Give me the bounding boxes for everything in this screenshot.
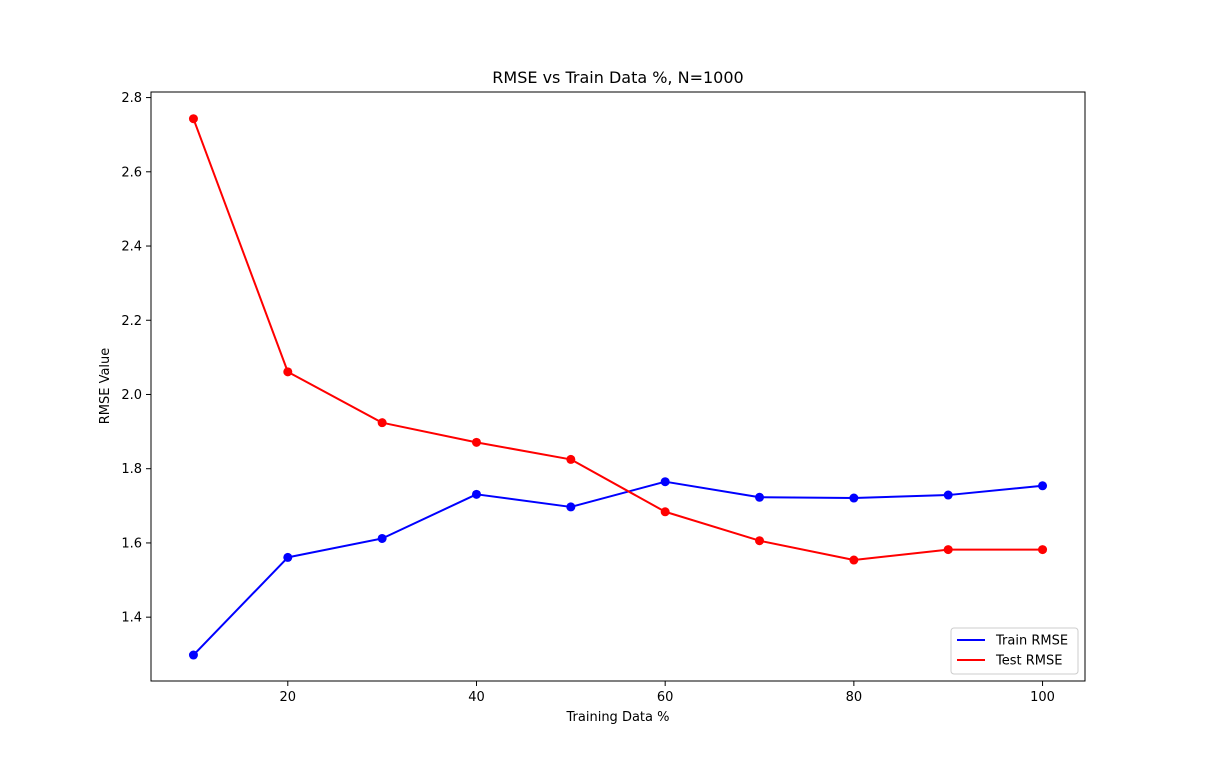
y-tick-label: 2.2	[121, 314, 142, 329]
data-point-test-rmse	[943, 545, 953, 555]
x-tick-label: 80	[846, 690, 863, 705]
y-tick-label: 2.8	[121, 91, 142, 106]
series-line-test-rmse	[192, 118, 1043, 562]
data-point-train-rmse	[660, 477, 670, 487]
data-point-test-rmse	[849, 555, 859, 565]
data-point-test-rmse	[755, 536, 765, 546]
x-tick-label: 40	[468, 690, 485, 705]
series-line-train-rmse	[192, 480, 1043, 656]
data-point-train-rmse	[377, 533, 387, 543]
data-point-train-rmse	[849, 493, 859, 503]
data-point-train-rmse	[755, 492, 765, 502]
y-tick-label: 1.8	[121, 462, 142, 477]
data-point-test-rmse	[283, 367, 293, 377]
y-tick-label: 1.6	[121, 536, 142, 551]
data-point-train-rmse	[566, 502, 576, 512]
data-point-test-rmse	[188, 114, 198, 124]
y-axis-title: RMSE Value	[98, 348, 113, 425]
x-axis-ticks: 20 40 60 80 100	[280, 681, 1055, 705]
legend-label-test: Test RMSE	[995, 654, 1062, 669]
y-tick-label: 2.6	[121, 165, 142, 180]
x-tick-label: 60	[657, 690, 674, 705]
plot-area	[150, 91, 1086, 682]
chart-title: RMSE vs Train Data %, N=1000	[492, 68, 743, 87]
data-point-train-rmse	[943, 490, 953, 500]
data-point-test-rmse	[471, 437, 481, 447]
x-tick-label: 20	[280, 690, 297, 705]
series-layer	[188, 114, 1048, 660]
y-tick-label: 1.4	[121, 611, 142, 626]
data-point-train-rmse	[471, 489, 481, 499]
data-point-test-rmse	[377, 418, 387, 428]
data-point-test-rmse	[1038, 545, 1048, 555]
data-point-test-rmse	[660, 507, 670, 517]
legend-label-train: Train RMSE	[995, 634, 1068, 649]
legend: Train RMSE Test RMSE	[950, 627, 1079, 675]
data-point-train-rmse	[188, 650, 198, 660]
y-tick-label: 2.0	[121, 388, 142, 403]
data-point-train-rmse	[283, 552, 293, 562]
y-axis-ticks: 1.4 1.6 1.8 2.0 2.2 2.4 2.6 2.8	[121, 91, 151, 626]
data-point-test-rmse	[566, 454, 576, 464]
x-axis-title: Training Data %	[566, 710, 670, 725]
x-tick-label: 100	[1030, 690, 1055, 705]
y-tick-label: 2.4	[121, 240, 142, 255]
data-point-train-rmse	[1038, 481, 1048, 491]
